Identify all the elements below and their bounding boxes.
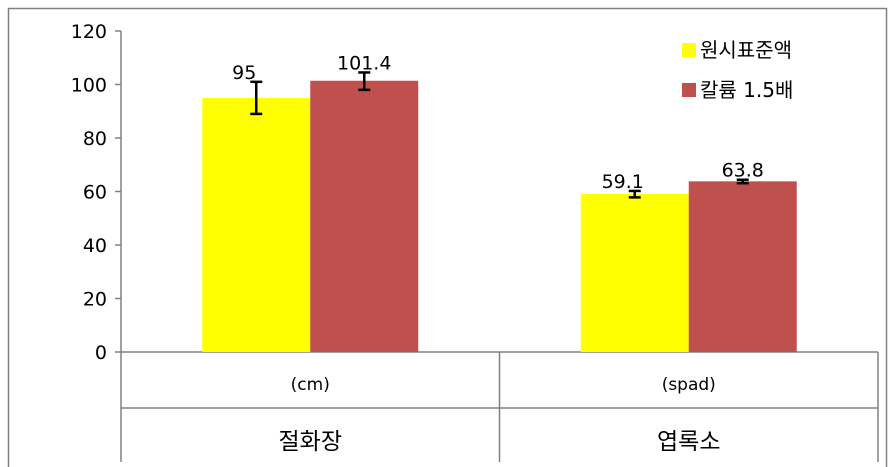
data-label: 95 xyxy=(232,62,256,84)
x-unit-label: (spad) xyxy=(662,375,716,395)
data-label: 101.4 xyxy=(337,52,391,74)
legend-label: 원시표준액 xyxy=(700,38,792,62)
data-label: 59.1 xyxy=(602,171,644,193)
bar xyxy=(202,97,311,352)
y-tick-label: 0 xyxy=(95,342,107,364)
y-tick-label: 120 xyxy=(71,21,107,43)
bars xyxy=(202,80,797,352)
error-bars xyxy=(250,71,749,199)
bar xyxy=(688,181,797,352)
data-label: 63.8 xyxy=(722,160,764,182)
legend-label: 칼륨 1.5배 xyxy=(700,78,793,102)
x-category-label: 절화장 xyxy=(279,429,342,455)
y-tick-label: 60 xyxy=(83,182,107,204)
y-tick-label: 40 xyxy=(83,235,107,257)
y-tick-label: 100 xyxy=(71,75,107,97)
y-tick-label: 20 xyxy=(83,289,107,311)
y-tick-label: 80 xyxy=(83,128,107,150)
x-category-label: 엽록소 xyxy=(657,429,720,455)
data-labels: 95 59.1 101.4 63.8 xyxy=(232,52,764,193)
bar xyxy=(580,193,689,352)
legend-swatch xyxy=(682,83,696,97)
legend-swatch xyxy=(682,43,696,57)
x-unit-label: (cm) xyxy=(291,375,330,395)
bar xyxy=(310,80,419,352)
